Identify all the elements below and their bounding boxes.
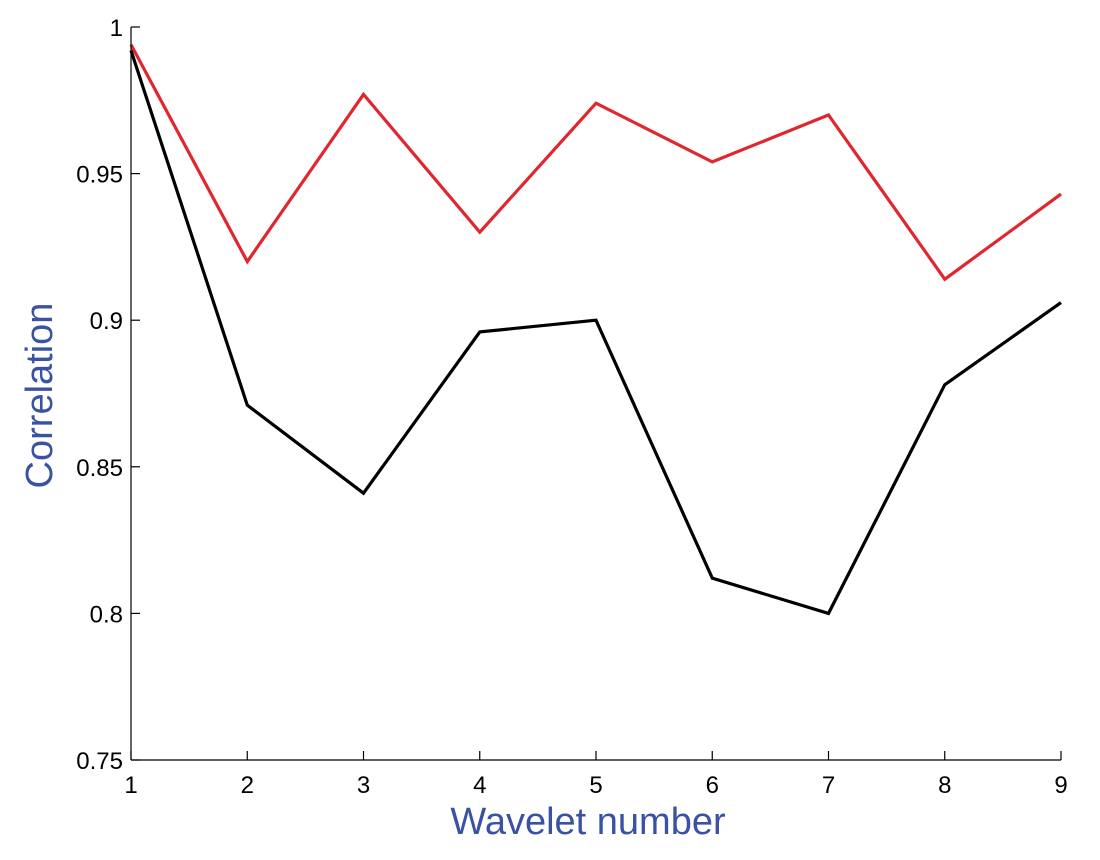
- series-line-red: [129, 43, 1062, 282]
- x-tick-label: 9: [1054, 772, 1067, 799]
- y-tick-label: 0.85: [76, 455, 123, 482]
- y-tick-label: 0.75: [76, 748, 123, 775]
- x-axis-title: Wavelet number: [450, 801, 726, 843]
- y-tick-label: 0.9: [90, 308, 123, 335]
- x-tick-label: 1: [124, 772, 137, 799]
- y-tick-label: 0.8: [90, 601, 123, 628]
- x-tick-label: 6: [706, 772, 719, 799]
- x-tick-label: 2: [241, 772, 254, 799]
- y-axis-title: Correlation: [19, 303, 61, 489]
- x-tick-label: 8: [938, 772, 951, 799]
- ticks-layer: 1 2 3 4 5 6 7 8 9 0.75 0.8 0.85 0.9 0.95 1: [76, 15, 1067, 799]
- y-tick-label: 1: [110, 15, 123, 42]
- series-layer: [129, 43, 1062, 616]
- x-tick-label: 3: [357, 772, 370, 799]
- x-tick-label: 5: [589, 772, 602, 799]
- x-tick-label: 4: [473, 772, 486, 799]
- series-line-black: [129, 50, 1062, 616]
- y-tick-label: 0.95: [76, 162, 123, 189]
- x-tick-label: 7: [822, 772, 835, 799]
